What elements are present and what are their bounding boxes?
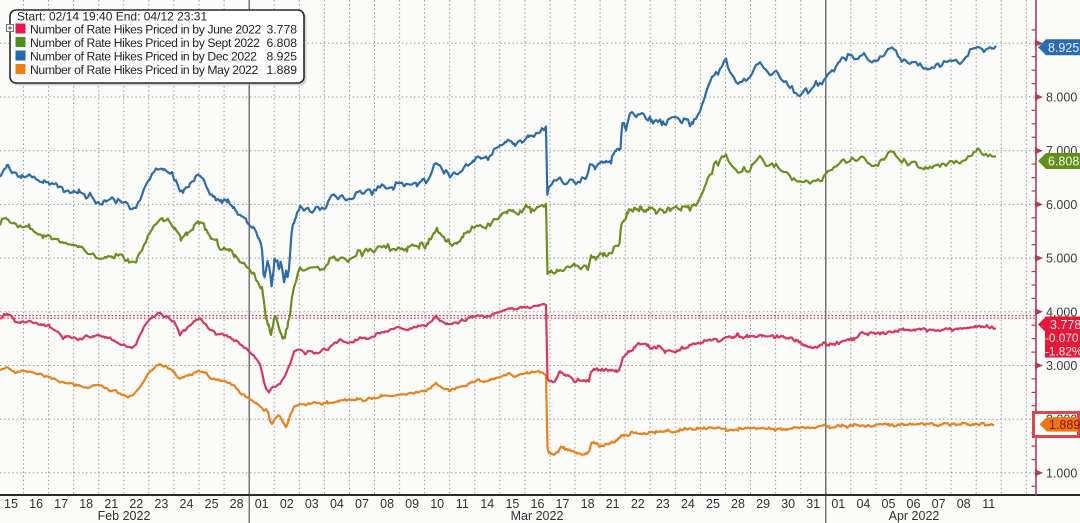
svg-text:8.000: 8.000 — [1046, 91, 1077, 105]
svg-text:Start: 02/14 19:40 End: 04/12: Start: 02/14 19:40 End: 04/12 23:31 — [17, 10, 207, 24]
svg-text:1.000: 1.000 — [1046, 466, 1077, 480]
svg-text:8.925: 8.925 — [1048, 41, 1079, 55]
svg-text:17: 17 — [556, 497, 570, 511]
svg-text:Number of Rate Hikes Priced in: Number of Rate Hikes Priced in by May 20… — [30, 63, 258, 77]
svg-text:07: 07 — [932, 497, 946, 511]
svg-text:22: 22 — [631, 497, 645, 511]
svg-text:6.000: 6.000 — [1046, 198, 1077, 212]
svg-text:17: 17 — [54, 497, 68, 511]
svg-text:02: 02 — [280, 497, 294, 511]
svg-text:25: 25 — [706, 497, 720, 511]
svg-text:1.889: 1.889 — [1049, 418, 1080, 432]
svg-text:3.000: 3.000 — [1046, 359, 1077, 373]
svg-text:6.808: 6.808 — [1048, 155, 1079, 169]
svg-text:Number of Rate Hikes Priced in: Number of Rate Hikes Priced in by June 2… — [30, 23, 262, 37]
svg-text:04: 04 — [330, 497, 344, 511]
svg-text:11: 11 — [456, 497, 469, 511]
svg-text:-1.82%: -1.82% — [1045, 345, 1080, 359]
svg-text:8.925: 8.925 — [267, 50, 298, 64]
svg-text:21: 21 — [606, 497, 620, 511]
svg-text:30: 30 — [781, 497, 795, 511]
svg-text:31: 31 — [806, 497, 820, 511]
svg-text:16: 16 — [531, 497, 545, 511]
svg-text:18: 18 — [79, 497, 93, 511]
svg-text:07: 07 — [355, 497, 369, 511]
svg-text:08: 08 — [957, 497, 971, 511]
svg-text:Apr 2022: Apr 2022 — [889, 509, 940, 523]
svg-text:15: 15 — [4, 497, 18, 511]
svg-text:03: 03 — [305, 497, 319, 511]
svg-text:23: 23 — [154, 497, 168, 511]
svg-text:05: 05 — [882, 497, 896, 511]
svg-text:06: 06 — [907, 497, 921, 511]
svg-text:23: 23 — [656, 497, 670, 511]
svg-text:01: 01 — [255, 497, 269, 511]
svg-text:10: 10 — [430, 497, 444, 511]
svg-text:6.808: 6.808 — [267, 36, 298, 50]
svg-text:5.000: 5.000 — [1046, 252, 1077, 266]
svg-text:08: 08 — [380, 497, 394, 511]
svg-text:24: 24 — [681, 497, 695, 511]
svg-text:09: 09 — [405, 497, 419, 511]
svg-text:29: 29 — [756, 497, 770, 511]
svg-text:4.000: 4.000 — [1046, 305, 1077, 319]
svg-text:3.778: 3.778 — [1050, 318, 1080, 332]
svg-text:28: 28 — [731, 497, 745, 511]
svg-text:14: 14 — [480, 497, 494, 511]
svg-text:18: 18 — [581, 497, 595, 511]
svg-text:Mar 2022: Mar 2022 — [511, 509, 564, 523]
svg-text:11: 11 — [982, 497, 995, 511]
svg-text:16: 16 — [29, 497, 43, 511]
svg-text:Feb 2022: Feb 2022 — [98, 509, 151, 523]
svg-text:24: 24 — [180, 497, 194, 511]
svg-text:-0.070: -0.070 — [1045, 331, 1079, 345]
svg-text:28: 28 — [230, 497, 244, 511]
svg-text:3.778: 3.778 — [267, 23, 298, 37]
svg-text:01: 01 — [831, 497, 845, 511]
svg-text:04: 04 — [856, 497, 870, 511]
svg-text:15: 15 — [505, 497, 519, 511]
svg-text:Number of Rate Hikes Priced in: Number of Rate Hikes Priced in by Dec 20… — [30, 50, 257, 64]
svg-text:22: 22 — [129, 497, 143, 511]
svg-text:21: 21 — [104, 497, 118, 511]
svg-text:1.889: 1.889 — [267, 63, 298, 77]
svg-text:Number of Rate Hikes Priced in: Number of Rate Hikes Priced in by Sept 2… — [30, 36, 260, 50]
svg-text:25: 25 — [205, 497, 219, 511]
